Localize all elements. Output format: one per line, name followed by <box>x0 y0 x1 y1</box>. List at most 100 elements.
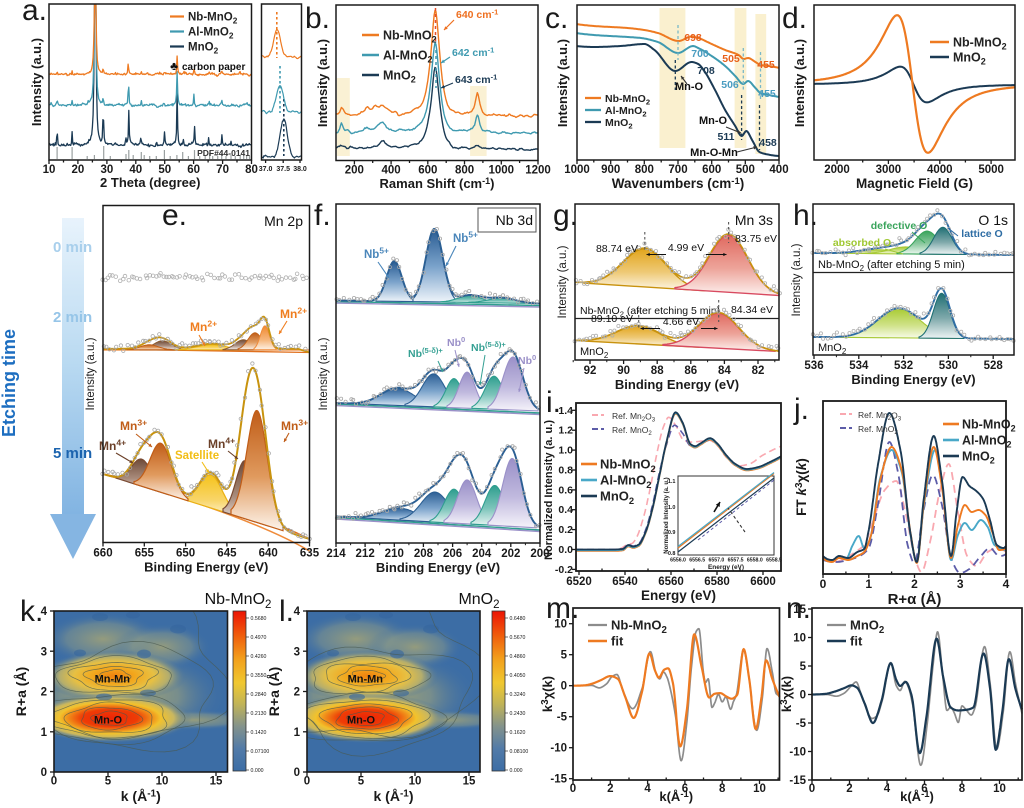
svg-text:530: 530 <box>939 360 958 372</box>
svg-text:204: 204 <box>472 548 492 560</box>
svg-text:6558.0: 6558.0 <box>747 558 763 564</box>
svg-text:698: 698 <box>684 32 702 44</box>
svg-text:643 cm-1: 643 cm-1 <box>455 73 497 87</box>
svg-text:d.: d. <box>782 2 807 35</box>
svg-text:3000: 3000 <box>876 164 902 176</box>
svg-text:0: 0 <box>51 776 57 788</box>
svg-text:Al-MnO2: Al-MnO2 <box>600 473 651 490</box>
svg-text:Normalized Intensity (a. u.): Normalized Intensity (a. u.) <box>543 420 555 560</box>
svg-text:50: 50 <box>158 164 171 176</box>
svg-text:88: 88 <box>651 365 664 377</box>
svg-text:MnO2: MnO2 <box>188 42 219 56</box>
svg-text:0.0: 0.0 <box>558 544 573 556</box>
svg-text:2: 2 <box>846 783 852 795</box>
svg-text:Nb-MnO2: Nb-MnO2 <box>953 36 1007 52</box>
svg-text:0.6: 0.6 <box>558 484 573 496</box>
svg-text:8: 8 <box>959 783 966 795</box>
svg-text:2000: 2000 <box>824 164 850 176</box>
svg-text:15: 15 <box>210 776 223 788</box>
svg-text:5: 5 <box>105 776 112 788</box>
svg-text:MnO2: MnO2 <box>962 450 995 466</box>
svg-text:Intensity (a.u.): Intensity (a.u.) <box>791 243 803 316</box>
svg-text:650: 650 <box>176 548 195 560</box>
svg-text:Al-MnO2: Al-MnO2 <box>962 434 1011 450</box>
svg-text:k(Å-1): k(Å-1) <box>900 789 934 804</box>
svg-text:6540: 6540 <box>612 576 638 588</box>
svg-text:642 cm-1: 642 cm-1 <box>452 46 494 60</box>
svg-text:MnO2: MnO2 <box>383 68 416 84</box>
svg-text:4: 4 <box>644 783 651 795</box>
svg-text:10: 10 <box>993 783 1006 795</box>
svg-text:0.9: 0.9 <box>668 530 676 536</box>
svg-text:80: 80 <box>245 164 258 176</box>
svg-text:5: 5 <box>800 661 807 673</box>
svg-text:Al-MnO2: Al-MnO2 <box>188 27 234 41</box>
svg-text:37.5: 37.5 <box>276 166 290 173</box>
svg-text:MnO2: MnO2 <box>818 342 846 356</box>
svg-text:0.07100: 0.07100 <box>251 749 270 755</box>
svg-text:Nb-MnO2: Nb-MnO2 <box>962 418 1016 434</box>
svg-text:1000: 1000 <box>564 164 590 176</box>
svg-text:0.1620: 0.1620 <box>510 730 526 736</box>
svg-text:645: 645 <box>217 548 237 560</box>
svg-text:1.0: 1.0 <box>668 505 676 511</box>
svg-text:84.34 eV: 84.34 eV <box>731 304 773 316</box>
svg-text:Nb-MnO2 (after etching 5 min): Nb-MnO2 (after etching 5 min) <box>818 259 965 273</box>
svg-text:400: 400 <box>769 164 788 176</box>
svg-text:15: 15 <box>793 604 806 616</box>
svg-text:-0.2: -0.2 <box>555 564 573 576</box>
svg-text:640: 640 <box>259 548 278 560</box>
svg-text:Ref. MnO2: Ref. MnO2 <box>858 424 898 436</box>
svg-text:0: 0 <box>304 776 310 788</box>
svg-text:70: 70 <box>216 164 229 176</box>
svg-text:8: 8 <box>719 783 726 795</box>
svg-text:0.4050: 0.4050 <box>510 673 526 679</box>
svg-text:6556.5: 6556.5 <box>689 558 705 564</box>
svg-text:536: 536 <box>804 360 823 372</box>
svg-text:Nb-MnO2: Nb-MnO2 <box>188 12 238 26</box>
svg-text:2 Theta (degree): 2 Theta (degree) <box>100 175 200 190</box>
svg-text:Nb-MnO2: Nb-MnO2 <box>205 591 272 611</box>
svg-text:2: 2 <box>41 687 47 699</box>
svg-text:carbon paper: carbon paper <box>182 62 245 73</box>
svg-text:Wavenumbers (cm-1): Wavenumbers (cm-1) <box>612 176 745 191</box>
svg-text:♣: ♣ <box>170 59 178 73</box>
svg-text:0.08100: 0.08100 <box>510 749 529 755</box>
svg-text:m.: m. <box>546 592 579 625</box>
svg-text:4: 4 <box>884 783 891 795</box>
svg-text:b.: b. <box>305 2 330 35</box>
svg-text:0.6480: 0.6480 <box>510 616 526 622</box>
svg-text:3: 3 <box>294 646 300 658</box>
svg-text:Nb-MnO2: Nb-MnO2 <box>383 28 437 44</box>
svg-text:Intensity (a.u.): Intensity (a.u.) <box>29 38 44 126</box>
svg-text:k.: k. <box>20 595 43 628</box>
svg-text:Satellite: Satellite <box>175 450 219 462</box>
svg-text:Intensity (a.u.): Intensity (a.u.) <box>557 245 569 318</box>
svg-text:10: 10 <box>753 783 766 795</box>
svg-text:0.3240: 0.3240 <box>510 692 526 698</box>
svg-text:600: 600 <box>418 165 437 177</box>
svg-text:10: 10 <box>554 619 567 631</box>
svg-text:6: 6 <box>682 783 688 795</box>
svg-text:534: 534 <box>849 360 869 372</box>
svg-text:6: 6 <box>921 783 927 795</box>
svg-text:6557.5: 6557.5 <box>728 558 744 564</box>
svg-text:Binding Energy (eV): Binding Energy (eV) <box>376 560 500 575</box>
svg-text:Normalized Intensity (a. u.): Normalized Intensity (a. u.) <box>664 477 670 553</box>
svg-text:708: 708 <box>697 65 715 77</box>
svg-text:Nb0: Nb0 <box>447 335 465 349</box>
svg-text:15: 15 <box>463 776 476 788</box>
svg-text:Mn-O: Mn-O <box>699 115 728 127</box>
svg-text:5000: 5000 <box>978 164 1004 176</box>
svg-text:0.4: 0.4 <box>558 504 573 516</box>
svg-text:Intensity (a.u.): Intensity (a.u.) <box>792 39 807 127</box>
svg-text:86: 86 <box>684 365 697 377</box>
svg-text:0: 0 <box>570 783 576 795</box>
svg-text:5 min: 5 min <box>53 445 92 462</box>
svg-text:455: 455 <box>758 88 776 100</box>
svg-text:88.74 eV: 88.74 eV <box>596 243 638 255</box>
svg-text:Al-MnO2: Al-MnO2 <box>605 105 647 119</box>
svg-text:n.: n. <box>786 592 811 625</box>
svg-text:MnO2: MnO2 <box>600 489 634 506</box>
svg-text:208: 208 <box>414 548 434 560</box>
